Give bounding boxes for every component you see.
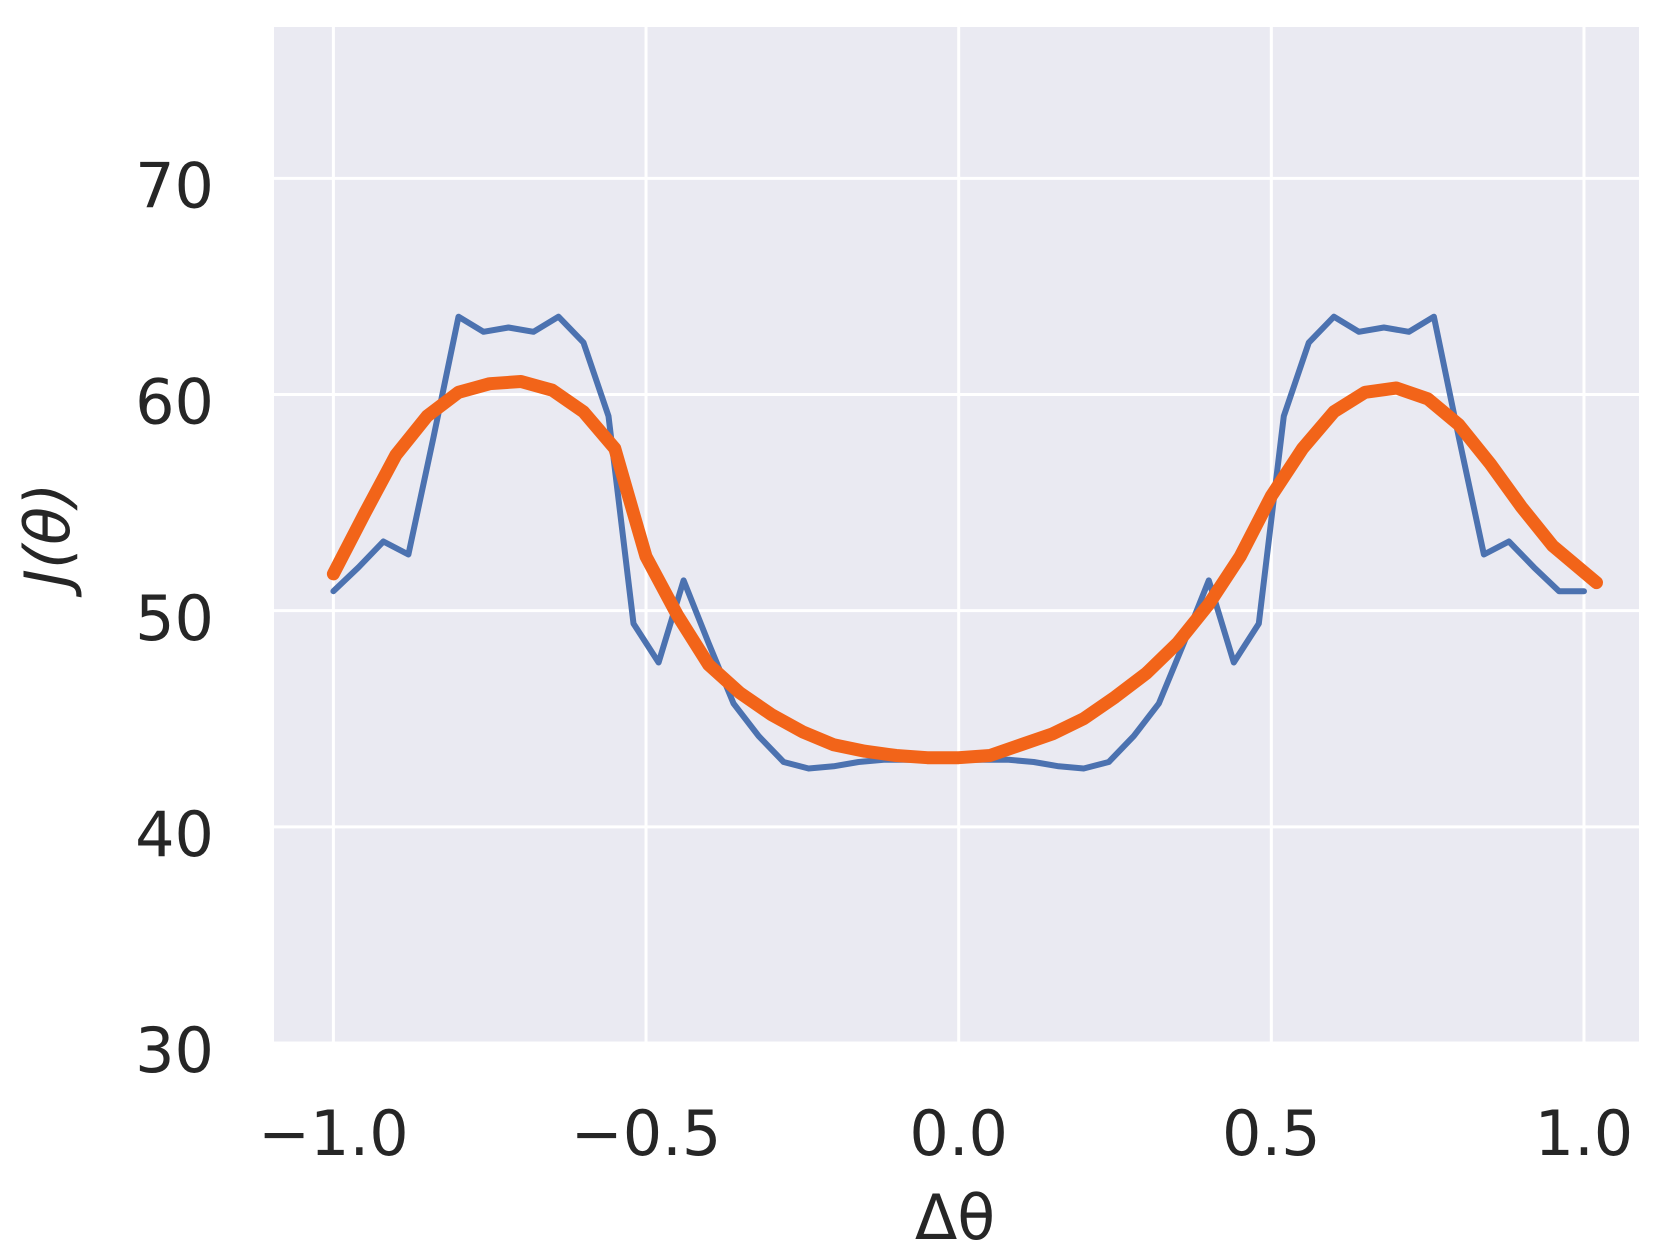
x-tick-label: 0.0 bbox=[909, 1097, 1008, 1170]
y-tick-label: 30 bbox=[135, 1014, 214, 1087]
x-tick-label: 0.5 bbox=[1222, 1097, 1321, 1170]
x-tick-label: −1.0 bbox=[258, 1097, 409, 1170]
y-tick-label: 70 bbox=[135, 149, 214, 222]
x-axis-label: Δθ bbox=[915, 1181, 995, 1254]
y-tick-label: 60 bbox=[135, 366, 214, 439]
y-tick-label: 50 bbox=[135, 582, 214, 655]
y-axis-label: J(θ) bbox=[11, 483, 84, 599]
x-tick-label: −0.5 bbox=[571, 1097, 722, 1170]
x-tick-label: 1.0 bbox=[1535, 1097, 1634, 1170]
y-tick-label: 40 bbox=[135, 798, 214, 871]
